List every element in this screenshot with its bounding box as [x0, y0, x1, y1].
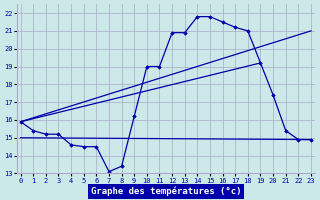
X-axis label: Graphe des températures (°c): Graphe des températures (°c) [91, 186, 241, 196]
